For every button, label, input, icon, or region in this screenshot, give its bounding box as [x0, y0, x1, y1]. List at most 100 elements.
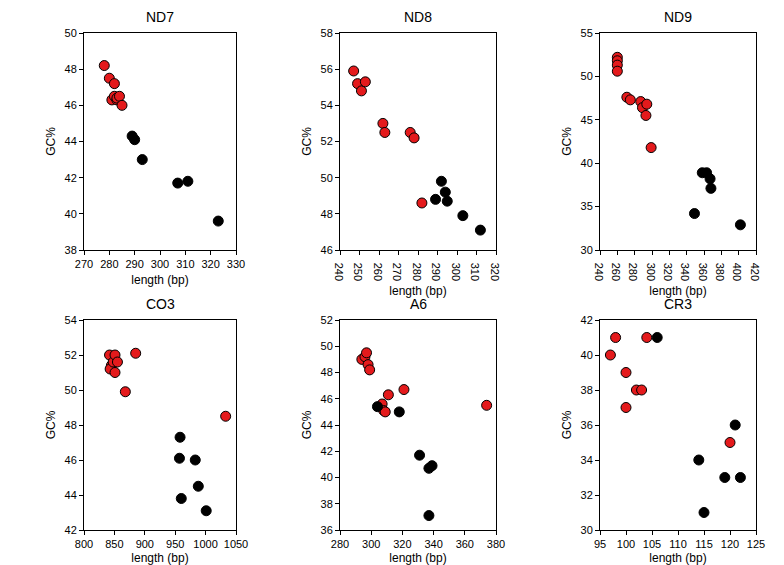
svg-text:40: 40	[581, 349, 593, 361]
svg-text:50: 50	[581, 70, 593, 82]
svg-text:340: 340	[424, 538, 442, 550]
svg-text:36: 36	[321, 524, 333, 536]
svg-text:38: 38	[65, 244, 77, 256]
svg-text:50: 50	[65, 384, 77, 396]
svg-text:48: 48	[65, 419, 77, 431]
svg-text:380: 380	[487, 538, 505, 550]
svg-text:52: 52	[65, 349, 77, 361]
svg-text:40: 40	[581, 157, 593, 169]
svg-text:1050: 1050	[224, 538, 248, 550]
svg-text:240: 240	[593, 263, 605, 281]
svg-text:310: 310	[176, 258, 194, 270]
svg-text:48: 48	[65, 63, 77, 75]
svg-text:340: 340	[679, 263, 691, 281]
svg-text:GC%: GC%	[560, 127, 574, 156]
svg-text:320: 320	[201, 258, 219, 270]
svg-text:800: 800	[75, 538, 93, 550]
svg-text:48: 48	[321, 366, 333, 378]
svg-text:30: 30	[581, 524, 593, 536]
svg-text:48: 48	[321, 208, 333, 220]
svg-text:GC%: GC%	[44, 127, 58, 156]
svg-text:95: 95	[594, 538, 606, 550]
svg-text:length (bp): length (bp)	[649, 284, 706, 298]
svg-text:ND9: ND9	[664, 9, 692, 25]
svg-text:300: 300	[151, 258, 169, 270]
svg-text:320: 320	[662, 263, 674, 281]
svg-text:40: 40	[321, 471, 333, 483]
svg-text:270: 270	[75, 258, 93, 270]
svg-text:52: 52	[321, 314, 333, 326]
svg-text:320: 320	[393, 538, 411, 550]
svg-text:38: 38	[321, 498, 333, 510]
svg-text:280: 280	[100, 258, 118, 270]
svg-text:30: 30	[581, 244, 593, 256]
svg-text:length (bp): length (bp)	[649, 551, 706, 565]
svg-text:42: 42	[581, 314, 593, 326]
svg-text:42: 42	[321, 445, 333, 457]
svg-text:250: 250	[352, 263, 364, 281]
svg-text:58: 58	[321, 27, 333, 39]
svg-text:54: 54	[321, 99, 333, 111]
svg-text:300: 300	[645, 263, 657, 281]
svg-text:380: 380	[714, 263, 726, 281]
svg-text:360: 360	[697, 263, 709, 281]
svg-text:40: 40	[65, 208, 77, 220]
svg-text:850: 850	[105, 538, 123, 550]
svg-text:GC%: GC%	[560, 410, 574, 439]
svg-text:34: 34	[581, 454, 593, 466]
svg-text:100: 100	[617, 538, 635, 550]
svg-text:260: 260	[372, 263, 384, 281]
svg-text:length (bp): length (bp)	[131, 273, 188, 287]
svg-text:360: 360	[456, 538, 474, 550]
svg-text:54: 54	[65, 314, 77, 326]
svg-text:1000: 1000	[193, 538, 217, 550]
svg-text:45: 45	[581, 114, 593, 126]
svg-text:ND8: ND8	[404, 9, 432, 25]
svg-text:44: 44	[65, 135, 77, 147]
svg-text:A6: A6	[410, 296, 427, 312]
svg-text:46: 46	[65, 454, 77, 466]
svg-text:310: 310	[469, 263, 481, 281]
svg-text:400: 400	[731, 263, 743, 281]
svg-text:36: 36	[581, 419, 593, 431]
svg-text:42: 42	[65, 172, 77, 184]
svg-text:270: 270	[391, 263, 403, 281]
svg-text:280: 280	[331, 538, 349, 550]
svg-text:290: 290	[430, 263, 442, 281]
svg-text:120: 120	[721, 538, 739, 550]
svg-text:46: 46	[65, 99, 77, 111]
svg-text:CO3: CO3	[146, 296, 175, 312]
svg-text:GC%: GC%	[300, 127, 314, 156]
svg-text:length (bp): length (bp)	[131, 551, 188, 565]
svg-text:330: 330	[227, 258, 245, 270]
svg-text:950: 950	[166, 538, 184, 550]
svg-text:42: 42	[65, 524, 77, 536]
svg-text:44: 44	[321, 419, 333, 431]
svg-text:35: 35	[581, 200, 593, 212]
svg-text:50: 50	[321, 340, 333, 352]
svg-text:52: 52	[321, 135, 333, 147]
svg-text:115: 115	[695, 538, 713, 550]
svg-text:GC%: GC%	[44, 410, 58, 439]
svg-text:900: 900	[136, 538, 154, 550]
svg-text:46: 46	[321, 393, 333, 405]
svg-text:50: 50	[65, 27, 77, 39]
svg-text:CR3: CR3	[664, 296, 692, 312]
svg-text:300: 300	[450, 263, 462, 281]
svg-text:ND7: ND7	[146, 9, 174, 25]
svg-text:290: 290	[125, 258, 143, 270]
svg-text:280: 280	[627, 263, 639, 281]
svg-text:44: 44	[65, 489, 77, 501]
svg-text:56: 56	[321, 63, 333, 75]
svg-text:110: 110	[669, 538, 687, 550]
svg-text:46: 46	[321, 244, 333, 256]
svg-text:32: 32	[581, 489, 593, 501]
svg-text:125: 125	[747, 538, 765, 550]
svg-text:GC%: GC%	[300, 410, 314, 439]
svg-text:55: 55	[581, 27, 593, 39]
svg-text:280: 280	[411, 263, 423, 281]
svg-text:105: 105	[643, 538, 661, 550]
svg-text:length (bp): length (bp)	[389, 284, 446, 298]
svg-text:300: 300	[362, 538, 380, 550]
svg-text:260: 260	[610, 263, 622, 281]
